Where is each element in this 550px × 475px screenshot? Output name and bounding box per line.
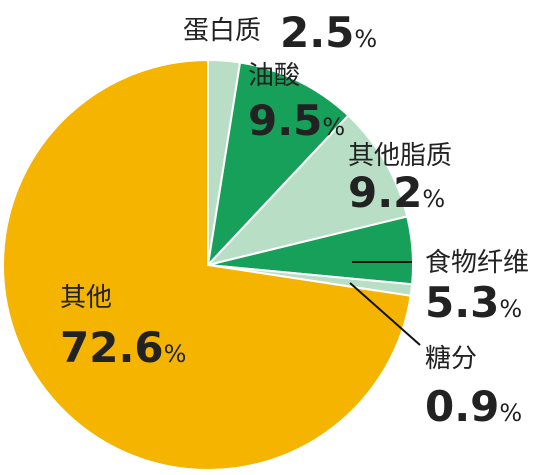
category-label: 食物纤维 bbox=[425, 248, 529, 278]
value-label: 9.5% bbox=[248, 96, 345, 145]
value-label: 5.3% bbox=[425, 278, 522, 327]
pie-slice bbox=[206, 61, 350, 269]
category-label: 其他 bbox=[60, 283, 112, 313]
category-label: 糖分 bbox=[425, 344, 477, 374]
value-label: 9.2% bbox=[348, 168, 445, 217]
pie-slice bbox=[2, 58, 412, 471]
value-label: 2.5% bbox=[280, 8, 377, 57]
value-label: 72.6% bbox=[60, 323, 186, 372]
category-label: 油酸 bbox=[248, 61, 300, 91]
value-label: 0.9% bbox=[425, 382, 522, 431]
category-label: 蛋白质 bbox=[183, 16, 261, 46]
pie bbox=[2, 58, 414, 471]
leader-line bbox=[349, 282, 421, 346]
category-label: 其他脂质 bbox=[348, 141, 452, 171]
